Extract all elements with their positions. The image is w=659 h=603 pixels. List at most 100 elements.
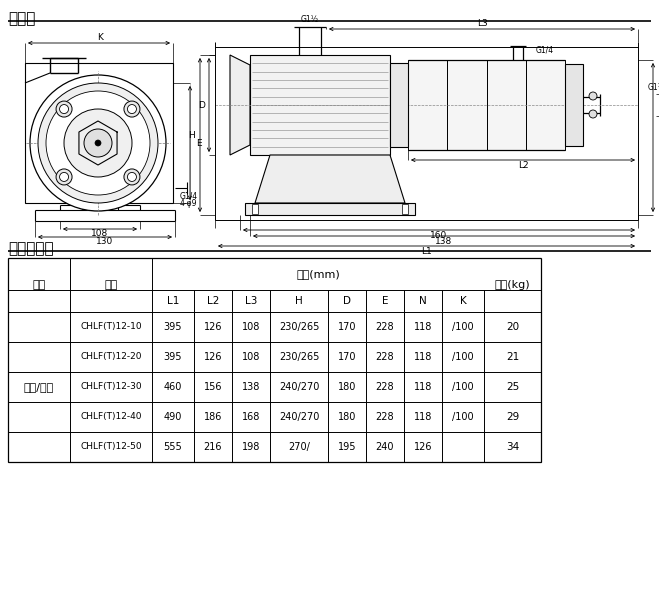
Text: 118: 118 <box>414 322 432 332</box>
Text: 395: 395 <box>163 352 183 362</box>
Text: 130: 130 <box>96 238 113 247</box>
Circle shape <box>124 101 140 117</box>
Bar <box>390 63 408 147</box>
Bar <box>252 204 258 214</box>
Text: CHLF(T)12-50: CHLF(T)12-50 <box>80 443 142 452</box>
Text: 228: 228 <box>376 322 394 332</box>
Circle shape <box>38 83 158 203</box>
Text: CHLF(T)12-10: CHLF(T)12-10 <box>80 323 142 332</box>
Text: L1: L1 <box>167 296 179 306</box>
Text: 126: 126 <box>204 322 222 332</box>
Text: L3: L3 <box>476 19 488 28</box>
Text: 126: 126 <box>414 442 432 452</box>
Circle shape <box>64 109 132 177</box>
Text: 108: 108 <box>242 352 260 362</box>
Text: 29: 29 <box>506 412 519 422</box>
Circle shape <box>124 169 140 185</box>
Text: 490: 490 <box>164 412 182 422</box>
Circle shape <box>56 101 72 117</box>
Text: D: D <box>198 101 205 110</box>
Text: /100: /100 <box>452 412 474 422</box>
Text: 228: 228 <box>376 382 394 392</box>
Bar <box>250 55 390 155</box>
Text: E: E <box>196 139 202 148</box>
Text: 198: 198 <box>242 442 260 452</box>
Text: 25: 25 <box>506 382 519 392</box>
Text: 180: 180 <box>338 412 356 422</box>
Text: 4-φ9: 4-φ9 <box>180 198 198 207</box>
Polygon shape <box>230 55 250 155</box>
Text: 160: 160 <box>430 230 447 239</box>
Polygon shape <box>255 155 405 203</box>
Text: E: E <box>382 296 388 306</box>
Bar <box>447 60 486 150</box>
Text: 395: 395 <box>163 322 183 332</box>
Circle shape <box>56 169 72 185</box>
Text: 重量(kg): 重量(kg) <box>495 280 530 290</box>
Circle shape <box>127 104 136 113</box>
Text: 180: 180 <box>338 382 356 392</box>
Text: CHLF(T)12-20: CHLF(T)12-20 <box>80 353 142 362</box>
Circle shape <box>30 75 166 211</box>
Bar <box>565 64 583 146</box>
Circle shape <box>127 172 136 182</box>
Text: N: N <box>658 133 659 142</box>
Text: 118: 118 <box>414 382 432 392</box>
Text: 型号: 型号 <box>104 280 117 290</box>
Text: 20: 20 <box>506 322 519 332</box>
Text: 108: 108 <box>92 230 109 239</box>
Circle shape <box>84 129 112 157</box>
Text: 安装图: 安装图 <box>8 11 36 26</box>
Text: 118: 118 <box>414 352 432 362</box>
Text: 168: 168 <box>242 412 260 422</box>
Text: 270/: 270/ <box>288 442 310 452</box>
Text: 230/265: 230/265 <box>279 322 319 332</box>
Text: 555: 555 <box>163 442 183 452</box>
Bar <box>402 204 408 214</box>
Text: CHLF(T)12-30: CHLF(T)12-30 <box>80 382 142 391</box>
Text: L2: L2 <box>518 160 529 169</box>
Text: 138: 138 <box>436 236 453 245</box>
Circle shape <box>589 92 597 100</box>
Text: G1½: G1½ <box>301 14 319 24</box>
Bar <box>25 63 173 203</box>
Text: K: K <box>97 33 103 42</box>
Text: 三相/单相: 三相/单相 <box>24 382 54 392</box>
Text: H: H <box>295 296 303 306</box>
Text: 156: 156 <box>204 382 222 392</box>
Circle shape <box>59 172 69 182</box>
Text: /100: /100 <box>452 352 474 362</box>
Text: 138: 138 <box>242 382 260 392</box>
Text: H: H <box>188 130 195 139</box>
Bar <box>408 60 447 150</box>
Text: K: K <box>459 296 467 306</box>
Text: 240/270: 240/270 <box>279 382 319 392</box>
Text: 240: 240 <box>376 442 394 452</box>
Text: 228: 228 <box>376 412 394 422</box>
Circle shape <box>95 140 101 146</box>
Text: 尺寸和重量: 尺寸和重量 <box>8 241 53 256</box>
Circle shape <box>589 110 597 118</box>
Text: G1/4: G1/4 <box>536 45 554 54</box>
Text: G1½: G1½ <box>648 83 659 92</box>
Text: G1/4: G1/4 <box>180 192 198 201</box>
Circle shape <box>59 104 69 113</box>
Circle shape <box>46 91 150 195</box>
Text: CHLF(T)12-40: CHLF(T)12-40 <box>80 412 142 421</box>
Text: 电机: 电机 <box>32 280 45 290</box>
Text: 170: 170 <box>338 352 357 362</box>
Text: L3: L3 <box>244 296 257 306</box>
Text: 186: 186 <box>204 412 222 422</box>
Bar <box>526 60 565 150</box>
Text: 216: 216 <box>204 442 222 452</box>
Text: 21: 21 <box>506 352 519 362</box>
Text: 170: 170 <box>338 322 357 332</box>
Text: 228: 228 <box>376 352 394 362</box>
Text: 尺寸(mm): 尺寸(mm) <box>296 269 340 279</box>
Bar <box>486 60 526 150</box>
Text: 108: 108 <box>242 322 260 332</box>
Bar <box>245 203 415 215</box>
Text: D: D <box>343 296 351 306</box>
Text: 34: 34 <box>506 442 519 452</box>
Text: 118: 118 <box>414 412 432 422</box>
